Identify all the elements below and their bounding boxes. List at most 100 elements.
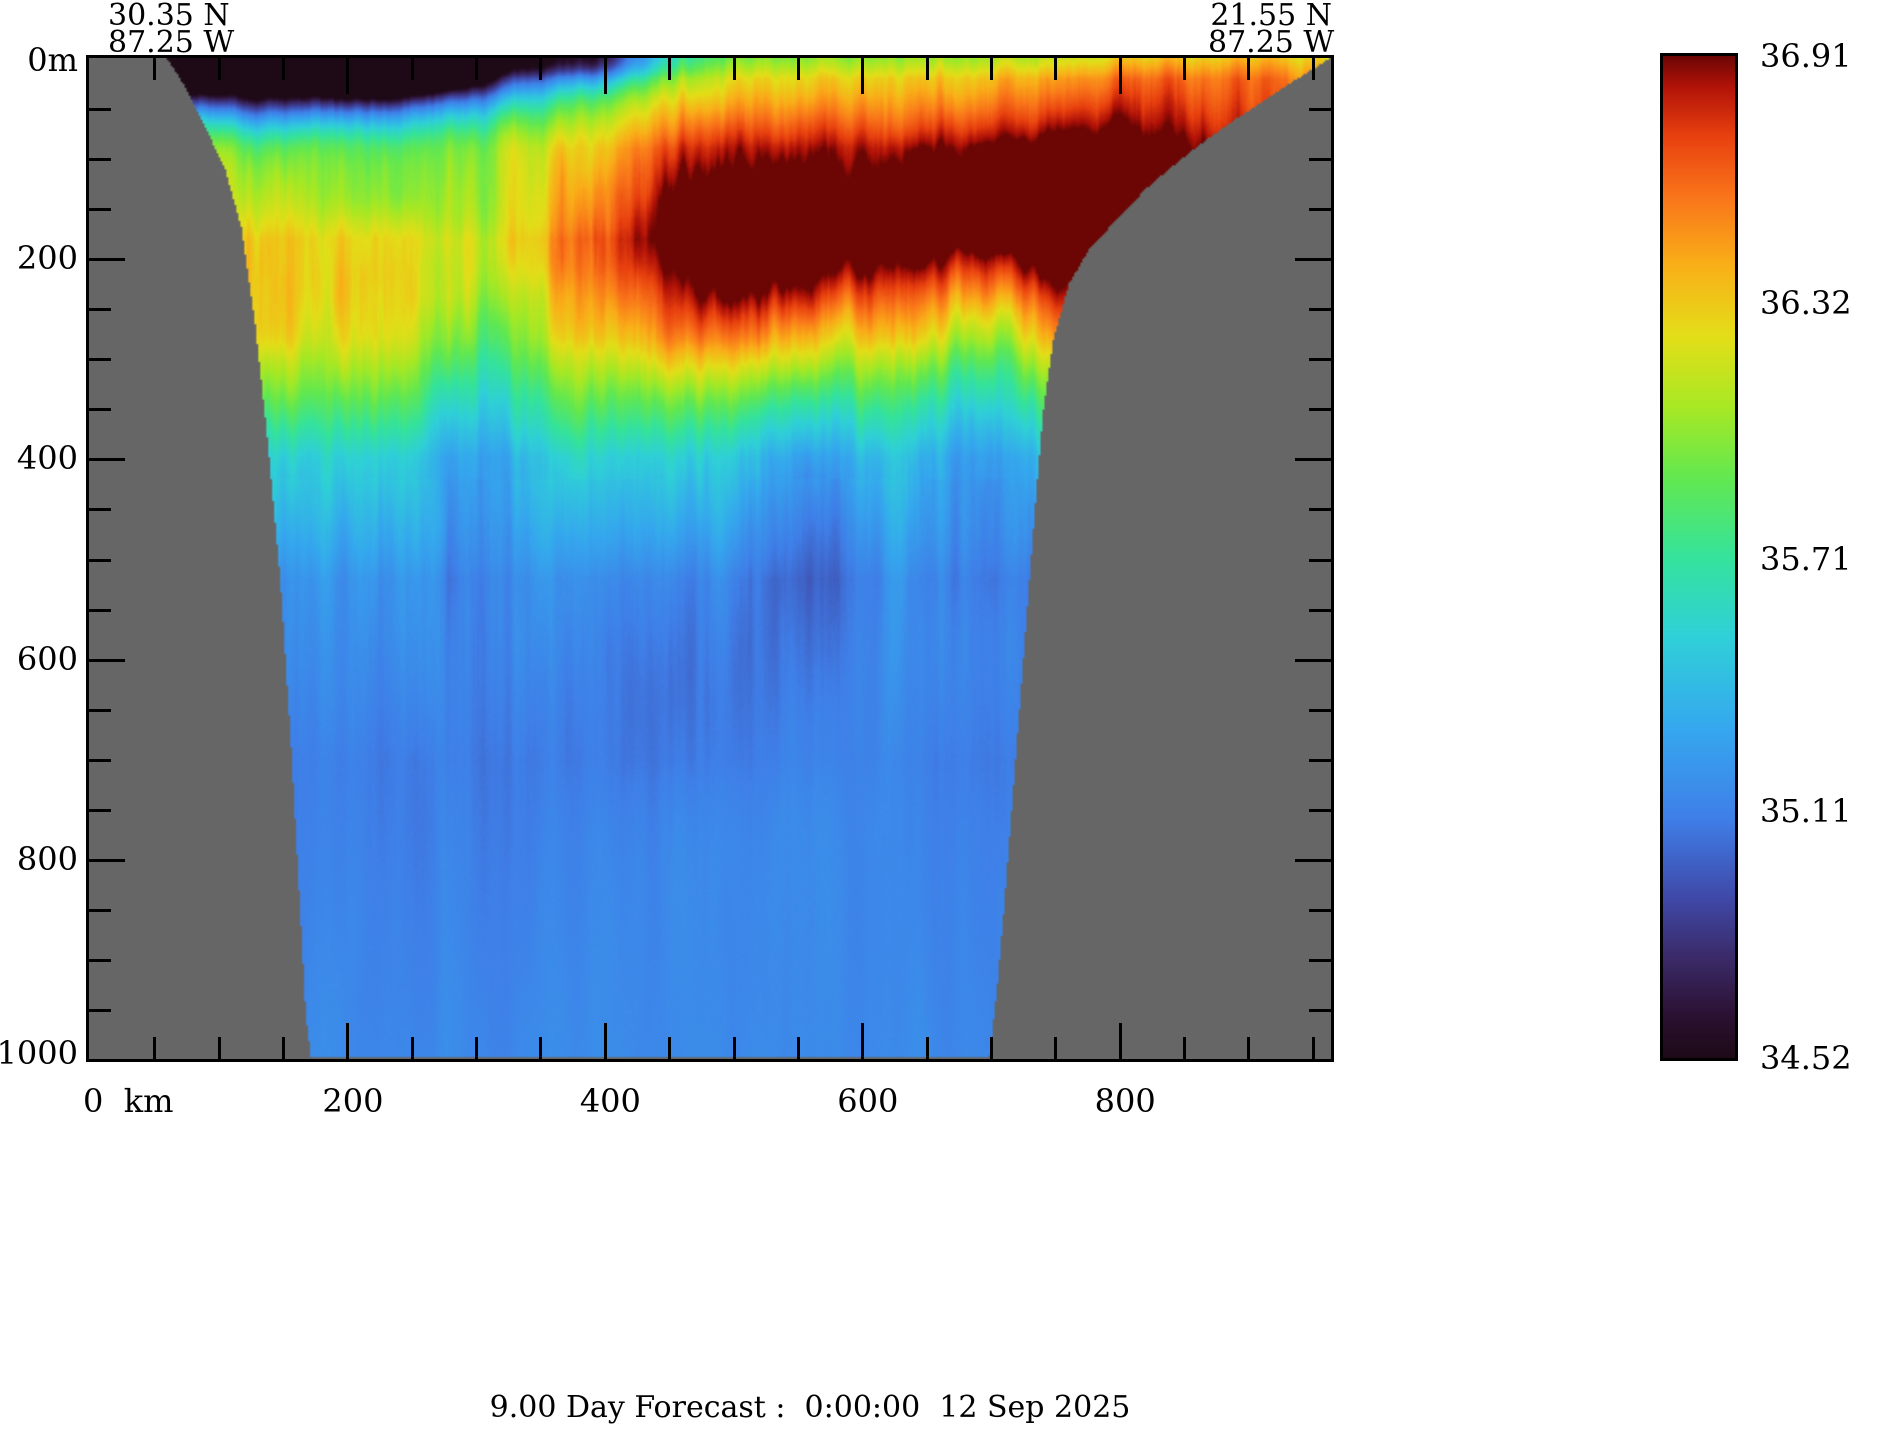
x-minor-tick-700 [989, 58, 993, 80]
x-minor-tick-bottom-700 [989, 1037, 993, 1059]
y-minor-tick-700 [89, 758, 111, 762]
y-minor-tick-750 [89, 808, 111, 812]
distance-tick-400: 400 [579, 1082, 641, 1120]
start-latitude: 30.35 N [108, 0, 230, 33]
y-major-tick-right-800 [1295, 858, 1331, 862]
x-major-tick-bottom-400 [603, 1023, 607, 1059]
depth-tick-200: 200 [16, 239, 78, 278]
x-minor-tick-bottom-650 [925, 1037, 929, 1059]
y-minor-tick-right-700 [1309, 758, 1331, 762]
x-major-tick-bottom-200 [346, 1023, 350, 1059]
distance-axis-labels: 0 km 200 400 600 800 [0, 1085, 1400, 1131]
y-minor-tick-500 [89, 558, 111, 562]
y-minor-tick-right-300 [1309, 358, 1331, 362]
x-minor-tick-bottom-300 [475, 1037, 479, 1059]
x-minor-tick-900 [1247, 58, 1251, 80]
depth-tick-600: 600 [16, 639, 78, 678]
y-minor-tick-350 [89, 408, 111, 412]
x-minor-tick-bottom-550 [796, 1037, 800, 1059]
y-minor-tick-900 [89, 958, 111, 962]
x-major-tick-400 [603, 58, 607, 94]
y-minor-tick-right-650 [1309, 708, 1331, 712]
distance-tick-200: 200 [322, 1082, 384, 1120]
x-minor-tick-750 [1054, 58, 1058, 80]
x-minor-tick-350 [539, 58, 543, 80]
y-major-tick-200 [89, 258, 125, 262]
colorbar-gradient [1663, 56, 1735, 1058]
y-minor-tick-right-50 [1309, 108, 1331, 112]
x-minor-tick-300 [475, 58, 479, 80]
transect-end-coordinates: 21.55 N 87.25 W [1208, 0, 1334, 58]
y-minor-tick-950 [89, 1008, 111, 1012]
y-minor-tick-right-250 [1309, 308, 1331, 312]
y-minor-tick-right-450 [1309, 508, 1331, 512]
x-minor-tick-250 [410, 58, 414, 80]
y-minor-tick-300 [89, 358, 111, 362]
x-minor-tick-bottom-900 [1247, 1037, 1251, 1059]
x-minor-tick-bottom-50 [153, 1037, 157, 1059]
colorbar-tick-0: 36.91 [1760, 37, 1852, 75]
y-minor-tick-550 [89, 608, 111, 612]
y-minor-tick-right-500 [1309, 558, 1331, 562]
colorbar-tick-3: 35.11 [1760, 791, 1852, 830]
x-minor-tick-850 [1182, 58, 1186, 80]
x-major-tick-200 [346, 58, 350, 94]
x-major-tick-600 [861, 58, 865, 94]
y-major-tick-right-200 [1295, 258, 1331, 262]
salinity-heatmap-canvas [89, 58, 1331, 1059]
colorbar-tick-1: 36.32 [1760, 284, 1852, 323]
x-major-tick-bottom-600 [861, 1023, 865, 1059]
y-minor-tick-right-550 [1309, 608, 1331, 612]
y-minor-tick-right-150 [1309, 208, 1331, 212]
y-minor-tick-650 [89, 708, 111, 712]
x-minor-tick-bottom-750 [1054, 1037, 1058, 1059]
y-minor-tick-right-350 [1309, 408, 1331, 412]
y-major-tick-600 [89, 658, 125, 662]
end-longitude: 87.25 W [1208, 25, 1335, 60]
x-minor-tick-bottom-850 [1182, 1037, 1186, 1059]
y-major-tick-800 [89, 858, 125, 862]
y-minor-tick-50 [89, 108, 111, 112]
distance-tick-0: 0 km [83, 1082, 174, 1120]
x-minor-tick-bottom-100 [217, 1037, 221, 1059]
x-minor-tick-500 [732, 58, 736, 80]
y-minor-tick-150 [89, 208, 111, 212]
x-minor-tick-bottom-250 [410, 1037, 414, 1059]
y-minor-tick-right-750 [1309, 808, 1331, 812]
y-major-tick-400 [89, 458, 125, 462]
x-minor-tick-bottom-950 [1311, 1037, 1315, 1059]
x-minor-tick-450 [668, 58, 672, 80]
distance-tick-600: 600 [837, 1082, 899, 1120]
x-minor-tick-bottom-350 [539, 1037, 543, 1059]
y-major-tick-right-400 [1295, 458, 1331, 462]
end-latitude: 21.55 N [1210, 0, 1332, 33]
x-minor-tick-bottom-150 [282, 1037, 286, 1059]
x-major-tick-800 [1118, 58, 1122, 94]
salinity-cross-section-plot[interactable] [86, 55, 1334, 1062]
colorbar-tick-2: 35.71 [1760, 540, 1852, 579]
y-minor-tick-right-100 [1309, 158, 1331, 162]
forecast-caption: 9.00 Day Forecast : 0:00:00 12 Sep 2025 [489, 1390, 1131, 1425]
depth-axis-labels: 0m 200 400 600 800 1000 [0, 0, 82, 1442]
y-minor-tick-850 [89, 908, 111, 912]
transect-start-coordinates: 30.35 N 87.25 W [108, 0, 234, 58]
distance-tick-800: 800 [1094, 1082, 1156, 1120]
depth-tick-800: 800 [16, 839, 78, 878]
y-minor-tick-right-850 [1309, 908, 1331, 912]
x-major-tick-bottom-800 [1118, 1023, 1122, 1059]
x-minor-tick-50 [153, 58, 157, 80]
y-minor-tick-right-900 [1309, 958, 1331, 962]
y-major-tick-right-600 [1295, 658, 1331, 662]
depth-tick-0: 0m [27, 41, 78, 79]
depth-tick-400: 400 [16, 439, 78, 478]
x-minor-tick-bottom-500 [732, 1037, 736, 1059]
y-minor-tick-right-950 [1309, 1008, 1331, 1012]
x-minor-tick-550 [796, 58, 800, 80]
x-minor-tick-100 [217, 58, 221, 80]
salinity-colorbar[interactable] [1660, 53, 1738, 1061]
depth-tick-1000: 1000 [0, 1034, 78, 1072]
x-minor-tick-150 [282, 58, 286, 80]
x-minor-tick-650 [925, 58, 929, 80]
colorbar-tick-labels: 36.91 36.32 35.71 35.11 34.52 [1760, 0, 1890, 1442]
y-minor-tick-250 [89, 308, 111, 312]
